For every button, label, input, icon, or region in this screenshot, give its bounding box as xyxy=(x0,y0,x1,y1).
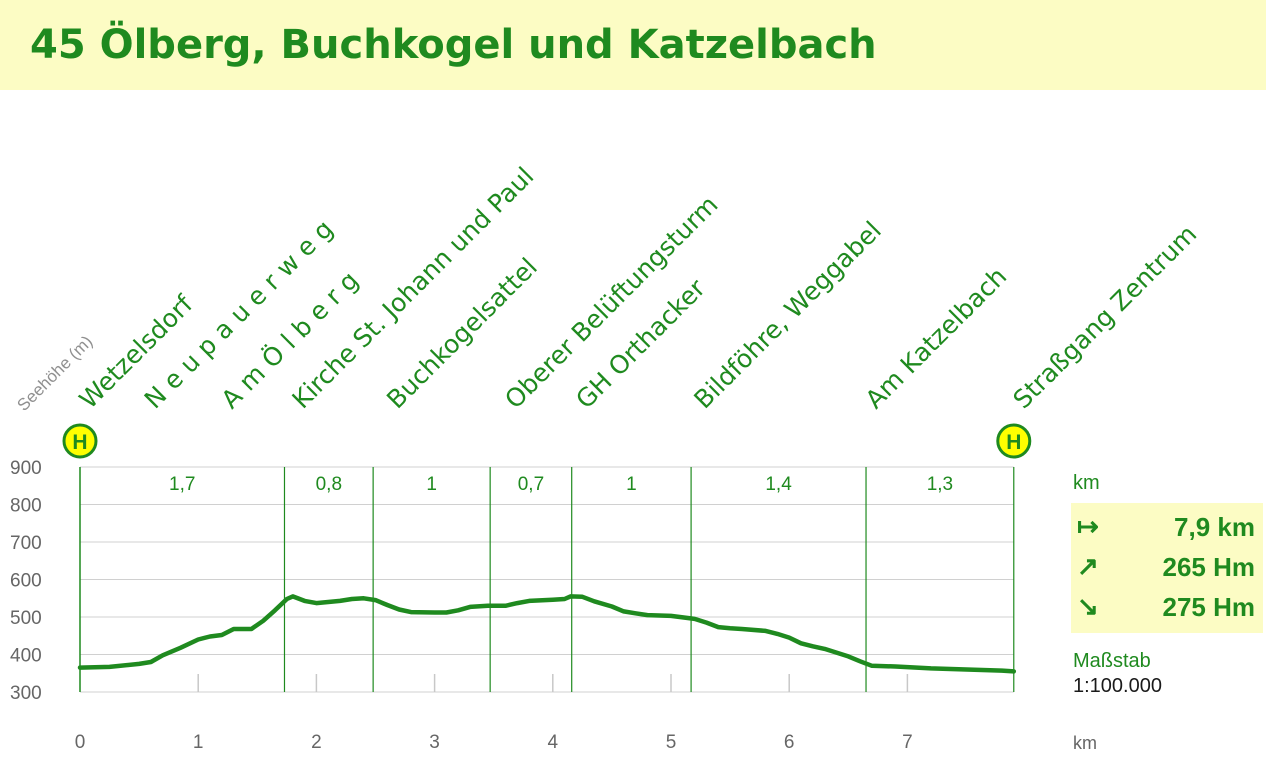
segment-distance-label: 0,8 xyxy=(316,474,342,495)
waypoint-label: Straßgang Zentrum xyxy=(1008,219,1203,414)
title-bar: 45 Ölberg, Buchkogel und Katzelbach xyxy=(0,0,1266,90)
stat-descent: ↘ 275 Hm xyxy=(1071,591,1263,631)
y-tick-label: 700 xyxy=(10,533,42,554)
bus-stop-icon-letter: H xyxy=(1006,431,1021,454)
waypoint-label: Bildföhre, Weggabel xyxy=(688,216,887,415)
x-tick-label: 6 xyxy=(784,732,795,753)
waypoint-label: Am Katzelbach xyxy=(860,262,1013,415)
stat-distance: ↦ 7,9 km xyxy=(1071,511,1263,551)
segment-distance-label: 1 xyxy=(426,474,437,495)
arrow-down-right-icon: ↘ xyxy=(1077,591,1099,621)
segment-distance-label: 0,7 xyxy=(518,474,544,495)
arrow-right-from-bar-icon: ↦ xyxy=(1077,511,1099,541)
distance-unit-label: km xyxy=(1073,472,1100,494)
y-tick-label: 400 xyxy=(10,646,42,667)
scale-value: 1:100.000 xyxy=(1073,675,1162,697)
scale-label: Maßstab xyxy=(1073,650,1151,672)
elevation-profile-line xyxy=(77,594,1017,674)
x-tick-label: 5 xyxy=(666,732,677,753)
bus-stop-icon-letter: H xyxy=(72,431,87,454)
x-tick-label: 4 xyxy=(548,732,559,753)
x-tick-label: 7 xyxy=(902,732,913,753)
scale-info: Maßstab 1:100.000 xyxy=(1073,649,1162,699)
y-tick-label: 900 xyxy=(10,458,42,479)
y-tick-label: 300 xyxy=(10,683,42,704)
x-tick-label: 0 xyxy=(75,732,86,753)
segment-distance-label: 1,4 xyxy=(765,474,792,495)
x-tick-label: 3 xyxy=(429,732,440,753)
y-tick-label: 800 xyxy=(10,496,42,517)
stat-distance-value: 7,9 km xyxy=(1174,512,1255,542)
page-title: 45 Ölberg, Buchkogel und Katzelbach xyxy=(30,22,877,68)
segment-distance-label: 1,7 xyxy=(169,474,195,495)
segment-distance-label: 1,3 xyxy=(927,474,953,495)
x-axis-label: km xyxy=(1073,733,1097,753)
y-tick-label: 500 xyxy=(10,608,42,629)
stat-descent-value: 275 Hm xyxy=(1162,592,1256,622)
arrow-up-right-icon: ↗ xyxy=(1077,551,1099,581)
y-tick-label: 600 xyxy=(10,571,42,592)
bus-stop-icon xyxy=(62,423,98,459)
bus-stop-icon xyxy=(996,423,1032,459)
segment-distance-label: 1 xyxy=(626,474,637,495)
stat-ascent: ↗ 265 Hm xyxy=(1071,551,1263,591)
x-tick-label: 1 xyxy=(193,732,204,753)
stat-ascent-value: 265 Hm xyxy=(1162,552,1256,582)
route-stats-panel: ↦ 7,9 km ↗ 265 Hm ↘ 275 Hm xyxy=(1071,503,1263,633)
x-tick-label: 2 xyxy=(311,732,322,753)
